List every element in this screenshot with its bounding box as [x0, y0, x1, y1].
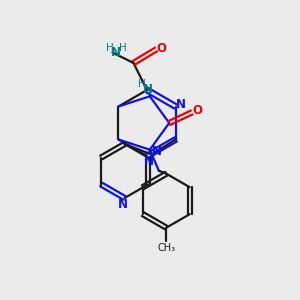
Text: N: N [118, 197, 128, 211]
Text: N: N [110, 46, 121, 59]
Text: N: N [152, 145, 161, 158]
Text: N: N [143, 155, 154, 168]
Text: H: H [137, 79, 145, 89]
Text: H: H [106, 43, 113, 53]
Text: N: N [176, 98, 186, 112]
Text: O: O [192, 103, 202, 117]
Text: N: N [142, 83, 152, 96]
Text: H: H [119, 43, 127, 53]
Text: CH₃: CH₃ [157, 243, 176, 253]
Text: O: O [156, 41, 167, 55]
